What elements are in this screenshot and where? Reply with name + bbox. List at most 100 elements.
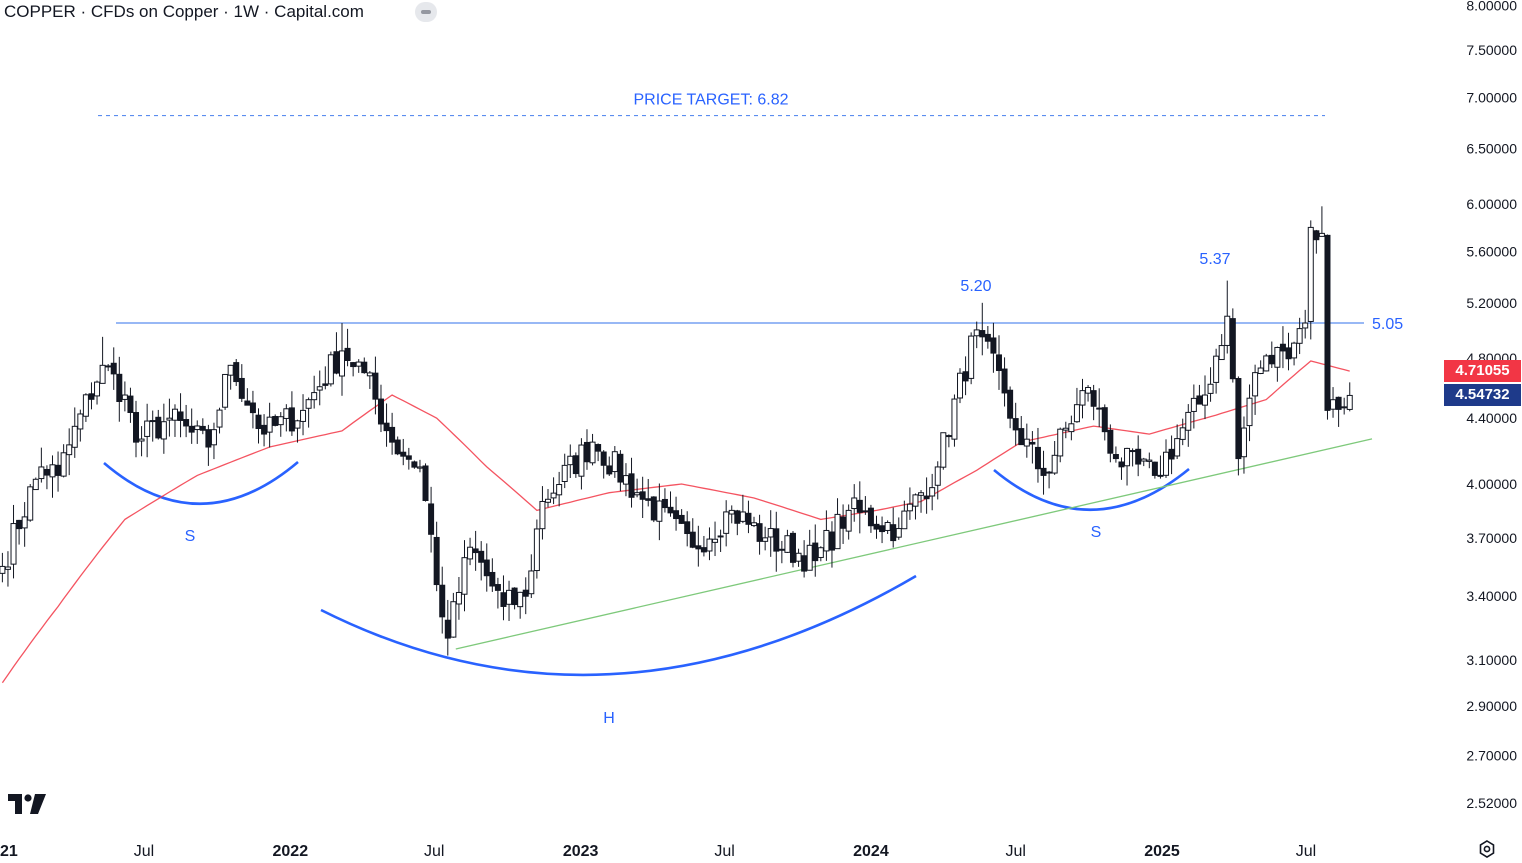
candle-body: [650, 496, 657, 521]
candle-body: [840, 516, 847, 529]
candle-body: [177, 411, 184, 421]
candle: [1218, 334, 1225, 361]
candle: [255, 408, 262, 444]
candle-body: [995, 354, 1002, 372]
candle: [38, 447, 45, 483]
candle: [1057, 427, 1064, 463]
candle: [572, 452, 579, 478]
candle: [43, 465, 50, 490]
head-label: H: [603, 710, 615, 727]
candle: [728, 505, 735, 524]
candle-body: [411, 461, 418, 468]
candle-body: [739, 511, 746, 522]
x-tick-label: 2022: [273, 843, 309, 860]
candle: [316, 370, 323, 406]
candle: [339, 323, 346, 396]
candle: [1073, 387, 1080, 423]
candle-body: [1246, 397, 1253, 427]
candle: [867, 504, 874, 533]
candle-body: [38, 466, 45, 480]
candle: [834, 498, 841, 550]
candle-body: [1046, 471, 1053, 474]
candle: [1330, 387, 1337, 418]
candle: [1168, 435, 1175, 475]
candle-body: [4, 566, 11, 570]
candle: [1252, 364, 1259, 415]
x-tick-label: Jul: [714, 843, 734, 860]
candle: [461, 540, 468, 612]
candle: [10, 504, 17, 579]
candle-body: [322, 383, 329, 386]
candle: [405, 447, 412, 470]
candle-body: [450, 601, 457, 638]
candle: [700, 535, 707, 557]
candle-body: [600, 451, 607, 466]
candle: [734, 509, 741, 536]
candle: [1196, 384, 1203, 405]
candle: [116, 356, 123, 422]
candle-body: [511, 587, 518, 606]
candle: [550, 477, 557, 505]
candle-body: [1140, 458, 1147, 462]
candle: [828, 521, 835, 568]
candle: [355, 359, 362, 373]
candle-body: [834, 513, 841, 550]
candle: [645, 478, 652, 507]
tradingview-logo-icon[interactable]: [8, 794, 46, 819]
candle-body: [684, 521, 691, 535]
candle-body: [1112, 454, 1119, 460]
candle-body: [1229, 318, 1236, 380]
candle-body: [1057, 428, 1064, 457]
candle: [778, 540, 785, 564]
candle: [1185, 404, 1192, 447]
candle: [433, 521, 440, 592]
candle-body: [1224, 315, 1231, 346]
candle-body: [751, 522, 758, 527]
candle: [66, 428, 73, 476]
candle: [595, 443, 602, 462]
candle: [188, 408, 195, 444]
candle: [210, 422, 217, 460]
candle: [1129, 448, 1136, 467]
candle-body: [394, 439, 401, 455]
candle: [817, 546, 824, 562]
y-tick-label: 5.20000: [1466, 295, 1517, 311]
candle-body: [133, 412, 140, 443]
candle-body: [1252, 372, 1259, 397]
candle-body: [962, 371, 969, 382]
candle-body: [333, 351, 340, 374]
candle-body: [1318, 232, 1325, 237]
candle-body: [1201, 394, 1208, 406]
candle-body: [695, 545, 702, 550]
candle: [918, 490, 925, 513]
candle: [394, 436, 401, 456]
candle-body: [233, 362, 240, 383]
candle-body: [210, 429, 217, 446]
support-trendline: [455, 438, 1373, 650]
candlestick-series: [0, 206, 1353, 656]
candle-body: [422, 465, 429, 502]
candle: [1151, 461, 1158, 479]
settings-gear-icon[interactable]: [1478, 840, 1496, 863]
peak-label-5-37: 5.37: [1199, 251, 1230, 268]
candle-body: [1240, 427, 1247, 458]
candle-body: [489, 571, 496, 587]
candle: [322, 366, 329, 390]
candle: [1163, 439, 1170, 478]
candle-body: [583, 441, 590, 463]
candle-body: [801, 555, 808, 572]
candle: [327, 351, 334, 387]
candle-body: [678, 514, 685, 524]
candle: [556, 471, 563, 507]
price-axis: 8.00000 7.50000 7.00000 6.50000 6.00000 5.600…: [1466, 0, 1517, 811]
candle: [606, 456, 613, 476]
candle: [283, 404, 290, 432]
candle: [411, 460, 418, 469]
candle: [583, 429, 590, 470]
candle-body: [789, 532, 796, 563]
candle-body: [99, 364, 106, 384]
candle-body: [160, 421, 167, 440]
candle-body: [929, 487, 936, 497]
collapse-pill-icon[interactable]: [415, 2, 437, 22]
chart-annotations: PRICE TARGET: 6.82 5.20 5.37 5.05 S H S: [185, 92, 1404, 727]
